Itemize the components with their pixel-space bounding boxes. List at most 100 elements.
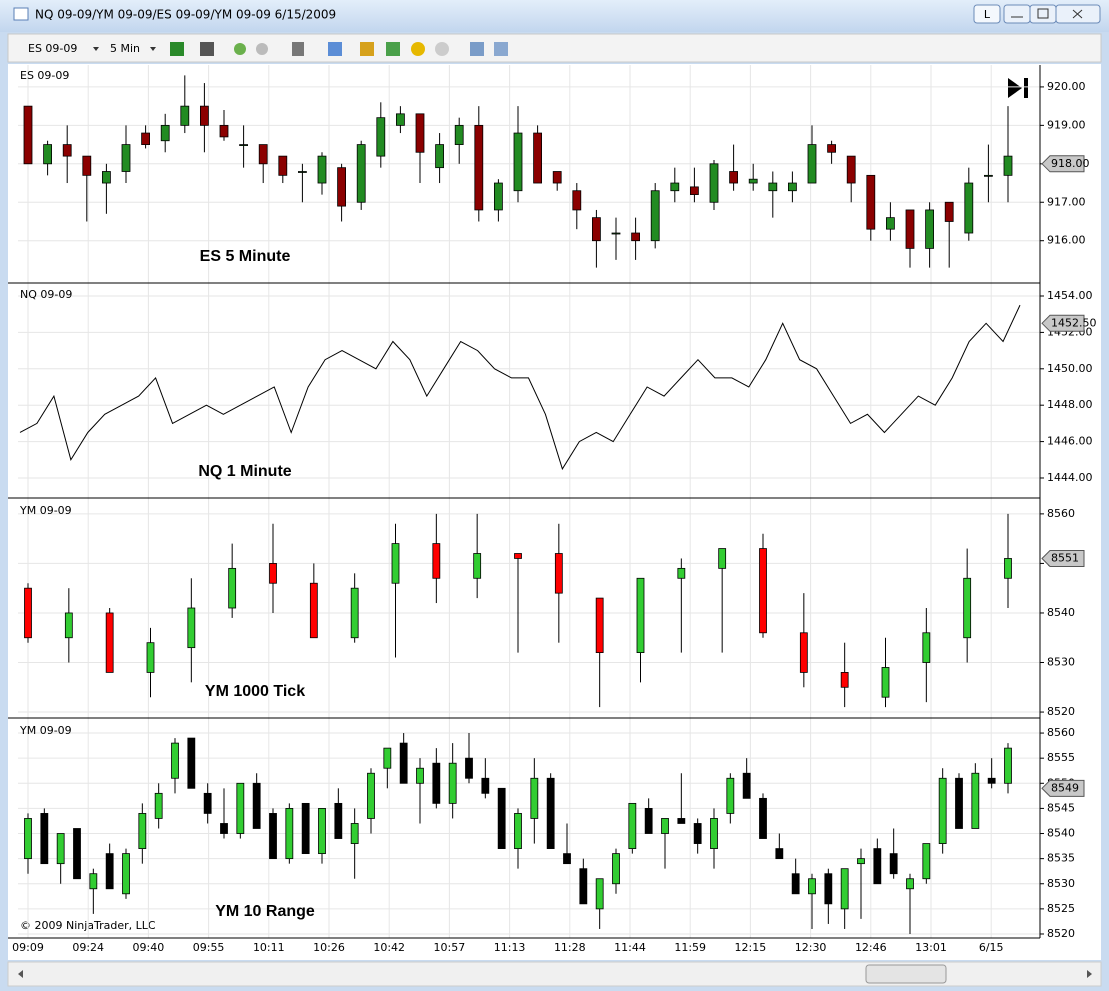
scroll-to-end-icon[interactable] bbox=[1008, 78, 1028, 98]
candle-body bbox=[807, 144, 817, 184]
minimize-button[interactable] bbox=[1003, 4, 1031, 24]
candle-body bbox=[160, 124, 170, 142]
candle-body bbox=[64, 612, 73, 639]
candle-body bbox=[105, 853, 114, 890]
chart-label: YM 1000 Tick bbox=[205, 683, 305, 700]
candle-body bbox=[334, 802, 343, 839]
candle-body bbox=[395, 113, 405, 126]
candle-body bbox=[180, 105, 190, 126]
last-price-tag bbox=[1041, 155, 1085, 173]
chart-label: YM 10 Range bbox=[215, 903, 315, 920]
candle-body bbox=[399, 742, 408, 784]
indicator-icon[interactable] bbox=[360, 42, 374, 56]
y-tick-label: 916.00 bbox=[1047, 234, 1086, 247]
properties-icon[interactable] bbox=[328, 42, 342, 56]
candle-body bbox=[650, 190, 660, 242]
strategy-icon[interactable] bbox=[386, 42, 400, 56]
zoom-out-icon[interactable] bbox=[256, 43, 268, 55]
candle-body bbox=[350, 587, 359, 639]
candle-body bbox=[824, 873, 833, 905]
share-icon[interactable] bbox=[435, 42, 449, 56]
order-icon[interactable] bbox=[411, 42, 425, 56]
candle-body bbox=[199, 105, 209, 126]
chart-style-icon[interactable] bbox=[170, 42, 184, 56]
dropdown-arrow bbox=[150, 47, 156, 51]
candle-body bbox=[154, 792, 163, 819]
last-price-tag bbox=[1041, 549, 1085, 567]
candle-body bbox=[474, 124, 484, 211]
candle-body bbox=[530, 777, 539, 819]
candle-body bbox=[595, 878, 604, 910]
last-price-label: 8551 bbox=[1051, 551, 1079, 564]
draw-icon[interactable] bbox=[200, 42, 214, 56]
x-tick-label: 09:24 bbox=[72, 941, 104, 954]
candle-body bbox=[146, 642, 155, 673]
candle-body bbox=[677, 818, 686, 824]
x-tick-label: 09:09 bbox=[12, 941, 44, 954]
candle-body bbox=[846, 155, 856, 184]
candle-body bbox=[938, 777, 947, 844]
data-box-icon[interactable] bbox=[470, 42, 484, 56]
candle-body bbox=[984, 174, 993, 177]
candle-body bbox=[367, 772, 375, 819]
candle-body bbox=[376, 117, 386, 157]
candle-body bbox=[1003, 155, 1013, 176]
y-tick-label: 8540 bbox=[1047, 606, 1075, 619]
chart-label: ES 5 Minute bbox=[200, 248, 291, 265]
interval-selector[interactable]: 5 Min bbox=[110, 42, 140, 55]
candle-body bbox=[278, 155, 288, 176]
instrument-label: ES 09-09 bbox=[20, 69, 69, 82]
y-tick-label: 1454.00 bbox=[1047, 289, 1093, 302]
candle-body bbox=[317, 155, 327, 184]
candle-body bbox=[454, 124, 464, 145]
candle-body bbox=[775, 848, 784, 860]
candle-body bbox=[759, 548, 767, 634]
candle-body bbox=[631, 232, 640, 242]
candle-body bbox=[102, 171, 111, 184]
x-tick-label: 12:30 bbox=[795, 941, 827, 954]
candle-body bbox=[987, 777, 996, 784]
candle-body bbox=[24, 818, 32, 860]
candle-body bbox=[670, 182, 680, 192]
close-icon bbox=[1072, 9, 1083, 19]
zoom-in-icon[interactable] bbox=[234, 43, 246, 55]
candle-body bbox=[964, 182, 974, 234]
scroll-thumb[interactable] bbox=[865, 964, 947, 984]
maximize-button[interactable] bbox=[1029, 4, 1057, 24]
candle-body bbox=[955, 777, 963, 829]
instrument-selector[interactable]: ES 09-09 bbox=[28, 42, 77, 55]
candle-body bbox=[493, 182, 503, 211]
candle-body bbox=[171, 742, 179, 779]
candle-body bbox=[889, 853, 898, 875]
x-tick-label: 09:40 bbox=[133, 941, 165, 954]
cursor-icon[interactable] bbox=[292, 42, 304, 56]
candle-body bbox=[73, 828, 81, 880]
list-icon[interactable] bbox=[494, 42, 508, 56]
candle-body bbox=[122, 853, 130, 895]
candle-body bbox=[718, 548, 727, 569]
candle-body bbox=[448, 762, 457, 804]
candle-body bbox=[337, 167, 347, 207]
candle-body bbox=[905, 209, 915, 249]
mode-button-label: L bbox=[984, 8, 991, 21]
candle-body bbox=[187, 607, 196, 649]
title-bar bbox=[0, 0, 1109, 32]
candle-body bbox=[309, 582, 318, 639]
candle-body bbox=[301, 802, 310, 855]
x-tick-label: 6/15 bbox=[979, 941, 1004, 954]
candle-body bbox=[944, 201, 954, 222]
toolbar bbox=[7, 33, 1102, 63]
candle-body bbox=[729, 171, 738, 184]
y-tick-label: 8545 bbox=[1047, 801, 1075, 814]
candle-body bbox=[141, 132, 151, 145]
candle-body bbox=[710, 818, 718, 849]
candle-body bbox=[514, 813, 522, 849]
candle-body bbox=[906, 878, 914, 890]
candle-body bbox=[23, 105, 33, 165]
mode-button[interactable] bbox=[973, 4, 1001, 24]
candle-body bbox=[269, 563, 277, 584]
y-tick-label: 8560 bbox=[1047, 507, 1075, 520]
x-tick-label: 11:13 bbox=[494, 941, 526, 954]
candle-body bbox=[768, 182, 778, 192]
y-tick-label: 1446.00 bbox=[1047, 435, 1093, 448]
